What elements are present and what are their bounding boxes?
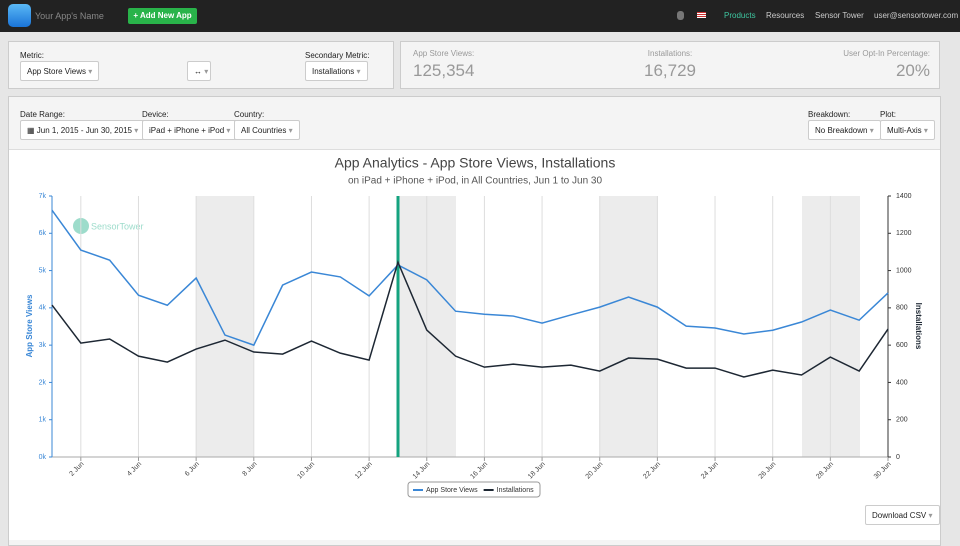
y2-tick-label: 1200 xyxy=(896,230,912,237)
label: Secondary Metric: xyxy=(305,51,370,60)
y-tick-label: 7k xyxy=(39,193,47,200)
dropdown[interactable]: Multi-Axis xyxy=(880,120,935,140)
app-name[interactable]: Your App's Name xyxy=(35,11,104,21)
label: Date Range: xyxy=(20,110,65,119)
y-tick-label: 2k xyxy=(39,379,47,386)
stats-panel xyxy=(400,41,940,89)
x-tick-label: 26 Jun xyxy=(758,461,778,481)
y-tick-label: 5k xyxy=(39,267,47,274)
x-tick-label: 22 Jun xyxy=(642,461,662,481)
nav-link[interactable]: Sensor Tower xyxy=(815,11,864,20)
y2-tick-label: 600 xyxy=(896,342,908,349)
stat-value: 16,729 xyxy=(644,61,696,80)
nav-link[interactable]: user@sensortower.com xyxy=(874,11,959,20)
y2-axis-title: Installations xyxy=(914,303,923,350)
chart-area xyxy=(9,149,940,540)
watermark: SensorTower xyxy=(91,221,144,231)
y-tick-label: 3k xyxy=(39,342,47,349)
x-tick-label: 24 Jun xyxy=(700,461,720,481)
y2-tick-label: 1400 xyxy=(896,193,912,200)
x-tick-label: 2 Jun xyxy=(68,461,85,478)
chart-subtitle: on iPad + iPhone + iPod, in All Countrie… xyxy=(348,176,602,187)
series-line xyxy=(51,209,889,347)
series-line xyxy=(51,259,889,378)
stat-value: 125,354 xyxy=(413,61,475,80)
download-button[interactable]: Download CSV xyxy=(865,505,940,525)
dropdown[interactable]: App Store Views xyxy=(20,61,100,81)
weekend-band xyxy=(802,196,860,457)
dropdown-value: Jun 1, 2015 - Jun 30, 2015 xyxy=(36,126,132,135)
y-tick-label: 1k xyxy=(39,417,47,424)
nav-link[interactable]: Products xyxy=(724,11,756,20)
weekend-band xyxy=(196,196,254,457)
label: Breakdown: xyxy=(808,110,851,119)
flag-icon[interactable] xyxy=(697,12,706,18)
y-tick-label: 0k xyxy=(39,454,47,461)
app-icon[interactable] xyxy=(8,4,31,27)
apple-icon xyxy=(677,11,684,20)
stat-label: Installations: xyxy=(647,49,693,58)
legend-label: Installations xyxy=(497,487,534,494)
y-tick-label: 4k xyxy=(39,305,47,312)
x-tick-label: 4 Jun xyxy=(126,461,143,478)
chart-title: App Analytics - App Store Views, Install… xyxy=(335,155,616,171)
y2-tick-label: 1000 xyxy=(896,267,912,274)
y-tick-label: 6k xyxy=(39,230,47,237)
label: Metric: xyxy=(20,51,44,60)
legend-label: App Store Views xyxy=(426,487,478,494)
x-tick-label: 20 Jun xyxy=(585,461,605,481)
stat-label: App Store Views: xyxy=(413,49,475,58)
stat-label: User Opt-In Percentage: xyxy=(843,49,930,58)
dropdown[interactable]: Installations xyxy=(305,61,368,81)
x-tick-label: 18 Jun xyxy=(527,461,547,481)
x-tick-label: 28 Jun xyxy=(815,461,835,481)
y2-tick-label: 200 xyxy=(896,417,908,424)
y2-tick-label: 800 xyxy=(896,305,908,312)
label: Country: xyxy=(234,110,265,119)
add-app-label: Add New App xyxy=(139,11,192,20)
x-tick-label: 12 Jun xyxy=(354,461,374,481)
x-tick-label: 30 Jun xyxy=(873,461,893,481)
swap-button[interactable]: ↔ xyxy=(187,61,211,81)
legend xyxy=(407,481,541,498)
x-tick-label: 6 Jun xyxy=(184,461,201,478)
dropdown[interactable]: All Countries xyxy=(234,120,300,140)
x-tick-label: 8 Jun xyxy=(241,461,258,478)
x-tick-label: 14 Jun xyxy=(412,461,432,481)
dropdown[interactable]: iPad + iPhone + iPod xyxy=(142,120,238,140)
y-axis-title: App Store Views xyxy=(25,294,34,358)
x-tick-label: 16 Jun xyxy=(469,461,489,481)
stat-value: 20% xyxy=(895,61,930,80)
chart: App Analytics - App Store Views, Install… xyxy=(25,155,923,498)
add-app-button[interactable]: + Add New App xyxy=(128,8,197,24)
nav-link[interactable]: Resources xyxy=(766,11,805,20)
page: {"nav":{"app_name":"Your App's Name","ad… xyxy=(0,0,960,533)
weekend-band xyxy=(600,196,658,457)
label: Plot: xyxy=(880,110,897,119)
y2-tick-label: 400 xyxy=(896,379,908,386)
label: Device: xyxy=(142,110,169,119)
y2-tick-label: 0 xyxy=(896,454,900,461)
download-label: Download CSV xyxy=(872,511,927,520)
x-tick-label: 10 Jun xyxy=(296,461,316,481)
